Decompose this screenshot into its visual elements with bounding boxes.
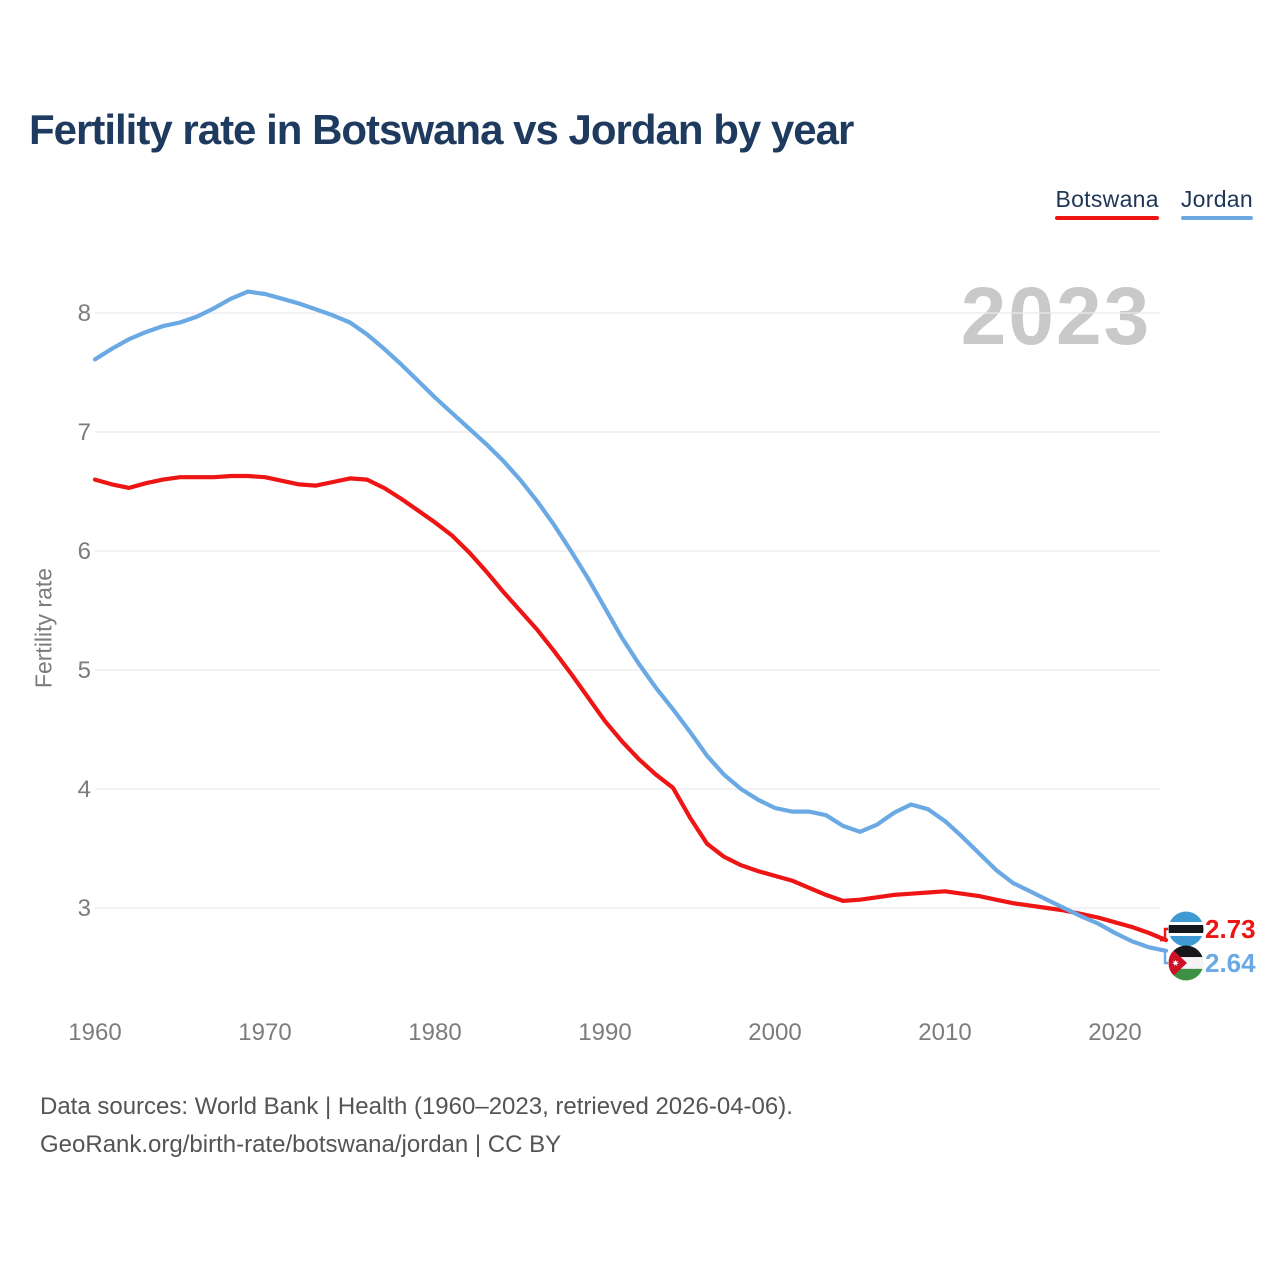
footer: Data sources: World Bank | Health (1960–… xyxy=(40,1088,793,1164)
botswana-label-connector xyxy=(1160,927,1168,942)
legend: Botswana Jordan xyxy=(1055,186,1253,220)
x-tick-labels: 1960 1970 1980 1990 2000 2010 2020 xyxy=(68,1019,1141,1046)
botswana-line xyxy=(92,473,1169,943)
y-tick-8: 8 xyxy=(78,300,91,327)
x-tick-2010: 2010 xyxy=(918,1019,971,1046)
legend-item-botswana[interactable]: Botswana xyxy=(1055,186,1159,220)
y-tick-3: 3 xyxy=(78,895,91,922)
watermark-year: 2023 xyxy=(961,271,1151,362)
legend-color-bar xyxy=(1055,216,1159,220)
legend-label: Botswana xyxy=(1055,186,1159,212)
x-tick-1970: 1970 xyxy=(238,1019,291,1046)
y-tick-6: 6 xyxy=(78,538,91,565)
y-tick-4: 4 xyxy=(78,776,91,803)
x-tick-1960: 1960 xyxy=(68,1019,121,1046)
x-tick-2000: 2000 xyxy=(748,1019,801,1046)
botswana-flag-icon xyxy=(1168,911,1204,947)
x-tick-2020: 2020 xyxy=(1088,1019,1141,1046)
gridlines xyxy=(95,312,1160,909)
y-tick-5: 5 xyxy=(78,657,91,684)
page-title: Fertility rate in Botswana vs Jordan by … xyxy=(29,106,854,153)
x-tick-1990: 1990 xyxy=(578,1019,631,1046)
y-tick-7: 7 xyxy=(78,419,91,446)
jordan-label-connector xyxy=(1160,949,1168,965)
y-tick-labels: 3 4 5 6 7 8 xyxy=(78,300,91,922)
legend-label: Jordan xyxy=(1180,186,1253,212)
jordan-end-value: 2.64 xyxy=(1205,948,1256,978)
x-tick-1980: 1980 xyxy=(408,1019,461,1046)
footer-sources: Data sources: World Bank | Health (1960–… xyxy=(40,1093,793,1120)
footer-attribution: GeoRank.org/birth-rate/botswana/jordan |… xyxy=(40,1131,562,1158)
legend-item-jordan[interactable]: Jordan xyxy=(1180,186,1253,220)
botswana-end-value: 2.73 xyxy=(1205,914,1256,944)
legend-color-bar xyxy=(1180,216,1253,220)
jordan-flag-icon xyxy=(1168,945,1204,981)
jordan-line xyxy=(92,289,1169,953)
